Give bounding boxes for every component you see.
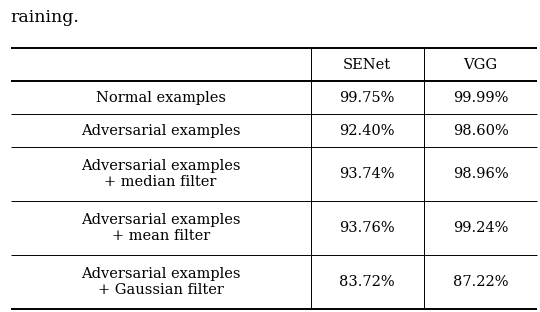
Text: 87.22%: 87.22%	[453, 275, 508, 289]
Text: Adversarial examples
+ median filter: Adversarial examples + median filter	[81, 159, 240, 189]
Text: 98.60%: 98.60%	[453, 124, 509, 138]
Text: VGG: VGG	[463, 58, 498, 72]
Text: 93.76%: 93.76%	[339, 221, 395, 235]
Text: Adversarial examples
+ Gaussian filter: Adversarial examples + Gaussian filter	[81, 267, 240, 297]
Text: SENet: SENet	[343, 58, 391, 72]
Text: 98.96%: 98.96%	[453, 167, 509, 181]
Text: 99.24%: 99.24%	[453, 221, 508, 235]
Text: 92.40%: 92.40%	[340, 124, 395, 138]
Text: 99.99%: 99.99%	[453, 91, 508, 105]
Text: Adversarial examples
+ mean filter: Adversarial examples + mean filter	[81, 213, 240, 243]
Text: Adversarial examples: Adversarial examples	[81, 124, 240, 138]
Text: Normal examples: Normal examples	[96, 91, 226, 105]
Text: 99.75%: 99.75%	[340, 91, 395, 105]
Text: 93.74%: 93.74%	[340, 167, 395, 181]
Text: 83.72%: 83.72%	[339, 275, 395, 289]
Text: raining.: raining.	[11, 9, 80, 26]
